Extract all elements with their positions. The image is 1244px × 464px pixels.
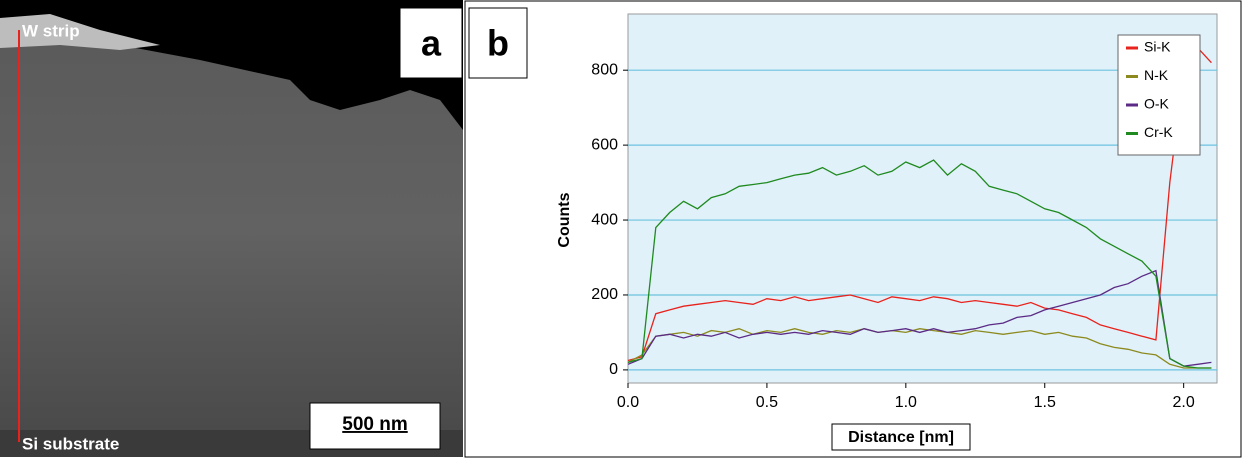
micrograph: W strip Si substrate 500 nm a: [0, 0, 463, 457]
x-axis-label: Distance [nm]: [848, 429, 954, 446]
scale-bar-label: 500 nm: [342, 414, 407, 435]
x-tick-label: 2.0: [1173, 394, 1195, 411]
series-line: [627, 46, 1212, 362]
w-strip-region: [0, 14, 160, 50]
y-tick-label: 800: [591, 61, 618, 78]
panel-label: b: [487, 23, 509, 64]
y-tick-label: 600: [591, 136, 618, 153]
y-tick-label: 0: [609, 361, 618, 378]
legend-label: Si-K: [1144, 39, 1171, 55]
plot: 0 200 400 600 800 0.0 0.5 1.0 1.5 2.0 Si-K N-K O-K Cr…: [591, 34, 1217, 411]
legend-label: N-K: [1144, 67, 1169, 83]
scale-bar-box: [309, 402, 441, 450]
series-line: [627, 159, 1212, 369]
y-tick-label: 200: [591, 286, 618, 303]
x-label-box: [831, 423, 971, 451]
film-region: [0, 30, 463, 430]
panel-label: a: [421, 23, 442, 64]
x-tick-label: 0.5: [756, 394, 778, 411]
y-axis-label: Counts: [556, 192, 573, 247]
legend-label: O-K: [1144, 96, 1170, 112]
series-line: [627, 269, 1212, 367]
legend-label: Cr-K: [1144, 124, 1173, 140]
y-tick-label: 400: [591, 211, 618, 228]
x-tick-label: 0.0: [617, 394, 639, 411]
x-tick-label: 1.5: [1034, 394, 1056, 411]
annotation: Si substrate: [22, 434, 119, 453]
panel-label-box: [468, 7, 528, 79]
annotation: W strip: [22, 21, 80, 40]
x-tick-label: 1.0: [895, 394, 917, 411]
panel-label-box: [399, 7, 463, 79]
